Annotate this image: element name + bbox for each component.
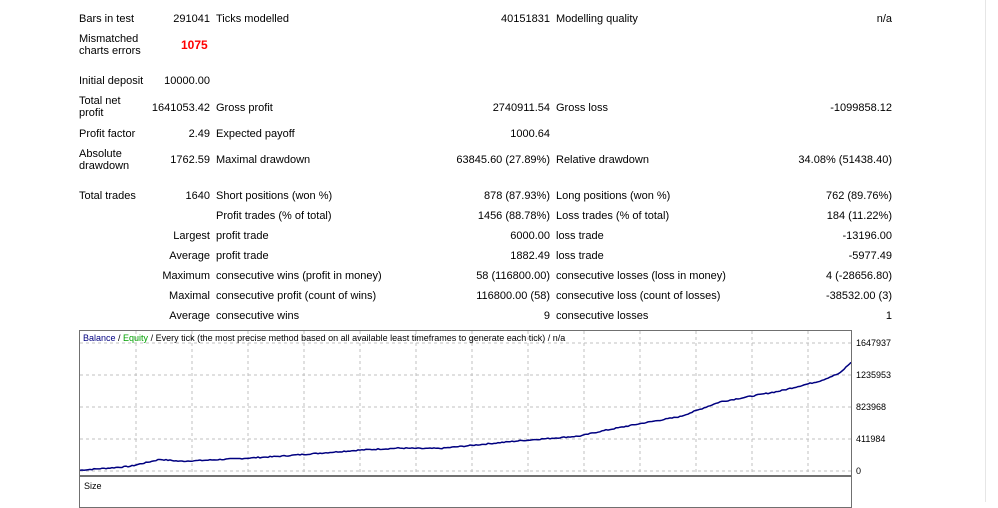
y-tick-label: 411984 (856, 434, 886, 444)
chart-legend: Balance / Equity / Every tick (the most … (83, 333, 565, 344)
modelling-quality-value: n/a (876, 13, 892, 25)
loss-trades-value: 184 (11.22%) (826, 210, 892, 222)
balance-chart-plot (80, 331, 851, 475)
avg-cons-losses-value: 1 (885, 310, 892, 322)
mismatched-label: Mismatched charts errors (79, 33, 141, 57)
initial-deposit-value: 10000.00 (164, 75, 210, 87)
profit-factor-label: Profit factor (79, 128, 136, 140)
gross-loss-label: Gross loss (556, 102, 608, 114)
largest-loss-label: loss trade (556, 230, 604, 242)
max-cons-wins-label: consecutive wins (profit in money) (216, 270, 382, 282)
avg-cons-wins-label: consecutive wins (216, 310, 300, 322)
bars-in-test-label: Bars in test (79, 13, 135, 25)
maximum-label: Maximum (162, 270, 210, 282)
maximal-cons-loss-value: -38532.00 (3) (825, 290, 892, 302)
avg-cons-label: Average (169, 310, 210, 322)
profit-trades-label: Profit trades (% of total) (216, 210, 332, 222)
total-trades-value: 1640 (185, 190, 210, 202)
legend-equity: Equity (123, 333, 149, 343)
profit-factor-value: 2.49 (188, 128, 210, 140)
maximal-drawdown-label: Maximal drawdown (216, 154, 311, 166)
maximal-cons-profit-label: consecutive profit (count of wins) (216, 290, 377, 302)
maximal-drawdown-value: 63845.60 (27.89%) (456, 154, 550, 166)
average-profit-value: 1882.49 (510, 250, 550, 262)
avg-cons-losses-label: consecutive losses (556, 310, 649, 322)
largest-profit-value: 6000.00 (510, 230, 550, 242)
total-trades-label: Total trades (79, 190, 136, 202)
expected-payoff-value: 1000.64 (510, 128, 550, 140)
balance-series-line (80, 361, 851, 472)
y-tick-label: 1235953 (856, 370, 892, 380)
ticks-modelled-value: 40151831 (501, 13, 550, 25)
absolute-drawdown-label: Absolute drawdown (79, 148, 130, 172)
initial-deposit-label: Initial deposit (79, 75, 144, 87)
average-profit-label: profit trade (216, 250, 269, 262)
max-cons-losses-label: consecutive losses (loss in money) (556, 270, 726, 282)
short-positions-value: 878 (87.93%) (483, 190, 550, 202)
avg-cons-wins-value: 9 (543, 310, 550, 322)
largest-label: Largest (173, 230, 210, 242)
balance-chart: Balance / Equity / Every tick (the most … (79, 330, 852, 476)
gross-profit-value: 2740911.54 (492, 102, 550, 114)
mismatched-value: 1075 (181, 38, 208, 52)
size-panel-label: Size (84, 481, 102, 491)
gross-profit-label: Gross profit (216, 102, 273, 114)
size-panel: Size (79, 476, 852, 508)
profit-trades-value: 1456 (88.78%) (477, 210, 550, 222)
legend-separator: / (115, 333, 124, 343)
total-net-profit-value: 1641053.42 (151, 102, 210, 114)
total-net-profit-label: Total net profit (79, 95, 121, 119)
relative-drawdown-label: Relative drawdown (556, 154, 649, 166)
bars-in-test-value: 291041 (173, 13, 210, 25)
max-cons-losses-value: 4 (-28656.80) (825, 270, 892, 282)
legend-description: / Every tick (the most precise method ba… (148, 333, 566, 343)
long-positions-label: Long positions (won %) (556, 190, 671, 202)
long-positions-value: 762 (89.76%) (825, 190, 892, 202)
maximal-cons-profit-value: 116800.00 (58) (476, 290, 550, 302)
max-cons-wins-value: 58 (116800.00) (476, 270, 550, 282)
largest-loss-value: -13196.00 (842, 230, 892, 242)
maximal-label: Maximal (169, 290, 210, 302)
gross-loss-value: -1099858.12 (830, 102, 892, 114)
scrollbar-edge (985, 0, 986, 502)
modelling-quality-label: Modelling quality (556, 13, 638, 25)
maximal-cons-loss-label: consecutive loss (count of losses) (556, 290, 721, 302)
largest-profit-label: profit trade (216, 230, 269, 242)
relative-drawdown-value: 34.08% (51438.40) (798, 154, 892, 166)
y-tick-label: 1647937 (856, 338, 892, 348)
short-positions-label: Short positions (won %) (216, 190, 333, 202)
absolute-drawdown-value: 1762.59 (170, 154, 210, 166)
average-label: Average (169, 250, 210, 262)
loss-trades-label: Loss trades (% of total) (556, 210, 670, 222)
legend-balance: Balance (83, 333, 116, 343)
y-tick-label: 823968 (856, 402, 887, 412)
ticks-modelled-label: Ticks modelled (216, 13, 289, 25)
y-tick-label: 0 (856, 466, 862, 476)
average-loss-value: -5977.49 (848, 250, 892, 262)
average-loss-label: loss trade (556, 250, 604, 262)
expected-payoff-label: Expected payoff (216, 128, 295, 140)
